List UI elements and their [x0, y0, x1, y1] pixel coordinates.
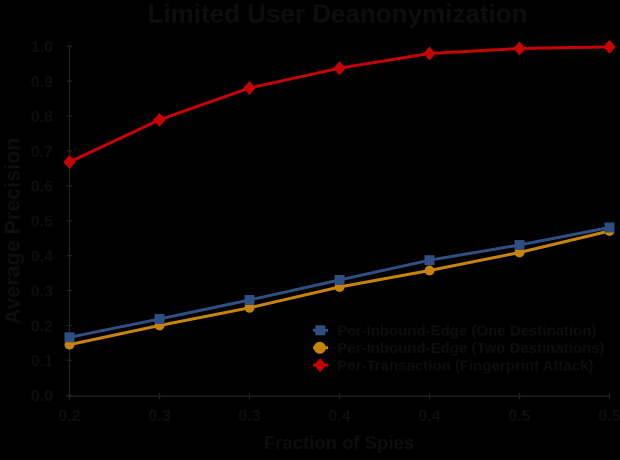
svg-text:Per-Inbound-Edge (One Destinat: Per-Inbound-Edge (One Destination): [337, 323, 596, 340]
svg-text:0.8: 0.8: [31, 109, 53, 126]
svg-text:0.4: 0.4: [328, 408, 350, 425]
svg-text:Limited User Deanonymization: Limited User Deanonymization: [148, 0, 528, 29]
svg-text:Average Precision: Average Precision: [1, 138, 25, 325]
svg-text:0.2: 0.2: [58, 408, 80, 425]
svg-text:0.5: 0.5: [598, 408, 620, 425]
svg-text:0.7: 0.7: [31, 144, 53, 161]
svg-text:0.9: 0.9: [31, 74, 53, 91]
svg-text:0.1: 0.1: [31, 353, 53, 370]
svg-text:0.6: 0.6: [31, 179, 53, 196]
svg-text:Per-Transaction (Fingerprint A: Per-Transaction (Fingerprint Attack): [337, 358, 593, 375]
svg-text:0.3: 0.3: [31, 283, 53, 300]
svg-text:0.4: 0.4: [31, 249, 53, 266]
svg-text:0.0: 0.0: [31, 388, 53, 405]
svg-text:0.4: 0.4: [418, 408, 440, 425]
svg-text:Fraction of Spies: Fraction of Spies: [264, 432, 414, 453]
svg-text:Per-Inbound-Edge (Two Destinat: Per-Inbound-Edge (Two Destinations): [337, 340, 604, 357]
svg-text:0.2: 0.2: [31, 318, 53, 335]
svg-text:0.5: 0.5: [31, 214, 53, 231]
svg-text:0.5: 0.5: [508, 408, 530, 425]
svg-text:1.0: 1.0: [31, 39, 53, 56]
svg-text:0.3: 0.3: [238, 408, 260, 425]
svg-text:0.3: 0.3: [148, 408, 170, 425]
